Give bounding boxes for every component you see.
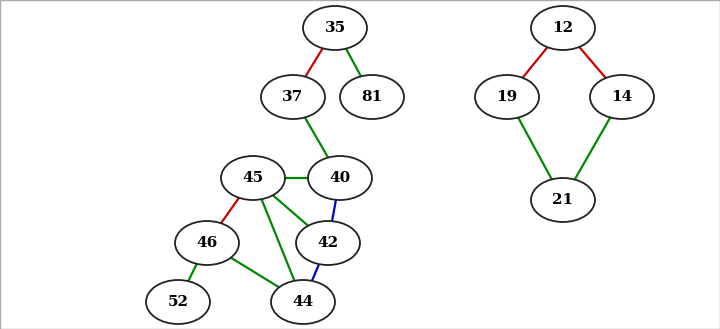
- Text: 21: 21: [552, 193, 574, 207]
- Text: 40: 40: [329, 171, 351, 185]
- Text: 46: 46: [197, 236, 217, 250]
- Ellipse shape: [296, 221, 360, 265]
- Ellipse shape: [271, 280, 335, 324]
- Ellipse shape: [303, 6, 367, 50]
- Ellipse shape: [221, 156, 285, 200]
- Text: 12: 12: [552, 21, 574, 35]
- Ellipse shape: [531, 178, 595, 222]
- Text: 42: 42: [318, 236, 338, 250]
- Text: 37: 37: [282, 90, 304, 104]
- Text: 81: 81: [361, 90, 382, 104]
- Text: 35: 35: [325, 21, 346, 35]
- Ellipse shape: [531, 6, 595, 50]
- Text: 52: 52: [168, 295, 189, 309]
- Ellipse shape: [261, 75, 325, 119]
- Ellipse shape: [475, 75, 539, 119]
- Text: 14: 14: [611, 90, 633, 104]
- Text: 45: 45: [243, 171, 264, 185]
- Ellipse shape: [175, 221, 239, 265]
- Text: 19: 19: [496, 90, 518, 104]
- Ellipse shape: [308, 156, 372, 200]
- Ellipse shape: [146, 280, 210, 324]
- Ellipse shape: [590, 75, 654, 119]
- Ellipse shape: [340, 75, 404, 119]
- Text: 44: 44: [292, 295, 314, 309]
